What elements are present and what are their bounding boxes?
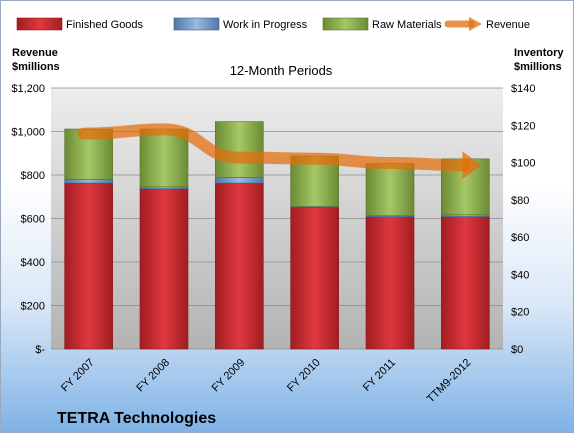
left-tick-label: $200 xyxy=(21,301,45,313)
legend-label-raw-materials: Raw Materials xyxy=(372,19,442,31)
right-tick-label: $60 xyxy=(511,232,529,244)
bar-finished-goods xyxy=(290,207,339,350)
legend: Finished Goods Work in Progress Raw Mate… xyxy=(16,17,530,31)
left-axis-title-line2: $millions xyxy=(12,61,60,73)
left-axis-title-line1: Revenue xyxy=(12,47,58,59)
bars xyxy=(64,121,490,350)
bar-work-in-progress xyxy=(64,179,113,184)
left-tick-label: $- xyxy=(35,344,45,356)
company-name: TETRA Technologies xyxy=(57,410,216,427)
legend-swatch-raw-materials xyxy=(322,17,369,31)
bar-raw-materials xyxy=(365,163,415,217)
gridlines xyxy=(51,87,503,350)
bar-work-in-progress xyxy=(215,177,264,184)
bar-finished-goods xyxy=(139,188,189,350)
revenue-line xyxy=(77,123,482,180)
bar-finished-goods xyxy=(215,182,264,350)
left-tick-label: $600 xyxy=(21,214,45,226)
x-tick-label: FY 2007 xyxy=(59,357,97,395)
legend-label-revenue: Revenue xyxy=(486,19,530,31)
right-axis-title-line1: Inventory xyxy=(514,47,564,59)
right-tick-label: $120 xyxy=(511,120,535,132)
left-tick-label: $800 xyxy=(21,170,45,182)
x-tick-label: FY 2011 xyxy=(361,357,398,394)
left-tick-label: $1,200 xyxy=(11,83,45,95)
legend-label-finished-goods: Finished Goods xyxy=(66,19,144,31)
left-tick-label: $1,000 xyxy=(11,127,45,139)
right-tick-label: $40 xyxy=(511,269,529,281)
x-tick-label: FY 2010 xyxy=(285,357,323,395)
right-tick-label: $20 xyxy=(511,307,529,319)
x-tick-label: FY 2009 xyxy=(210,357,248,395)
revenue-arrowhead xyxy=(462,151,482,180)
revenue-line-path xyxy=(77,123,472,172)
x-tick-label: TTM9-2012 xyxy=(425,357,474,406)
right-tick-label: $0 xyxy=(511,344,523,356)
right-tick-label: $80 xyxy=(511,195,529,207)
legend-label-work-in-progress: Work in Progress xyxy=(223,19,308,31)
x-axis-ticks: FY 2007 FY 2008 FY 2009 FY 2010 FY 2011 TTM9-… xyxy=(59,357,473,406)
right-tick-label: $140 xyxy=(511,83,535,95)
right-tick-label: $100 xyxy=(511,158,535,170)
bar-raw-materials xyxy=(139,128,189,188)
bar-finished-goods xyxy=(64,182,113,350)
right-axis-title-line2: $millions xyxy=(514,61,562,73)
legend-swatch-finished-goods xyxy=(16,17,63,31)
legend-swatch-work-in-progress xyxy=(173,17,220,31)
chart-subtitle: 12-Month Periods xyxy=(230,63,333,78)
right-axis-ticks: $0 $20 $40 $60 $80 $100 $120 $140 xyxy=(511,83,535,356)
left-tick-label: $400 xyxy=(21,257,45,269)
bar-finished-goods xyxy=(365,216,415,350)
bar-finished-goods xyxy=(441,216,490,350)
left-axis-ticks: $- $200 $400 $600 $800 $1,000 $1,200 xyxy=(11,83,45,356)
x-tick-label: FY 2008 xyxy=(134,357,172,395)
legend-arrow-revenue xyxy=(469,17,482,31)
